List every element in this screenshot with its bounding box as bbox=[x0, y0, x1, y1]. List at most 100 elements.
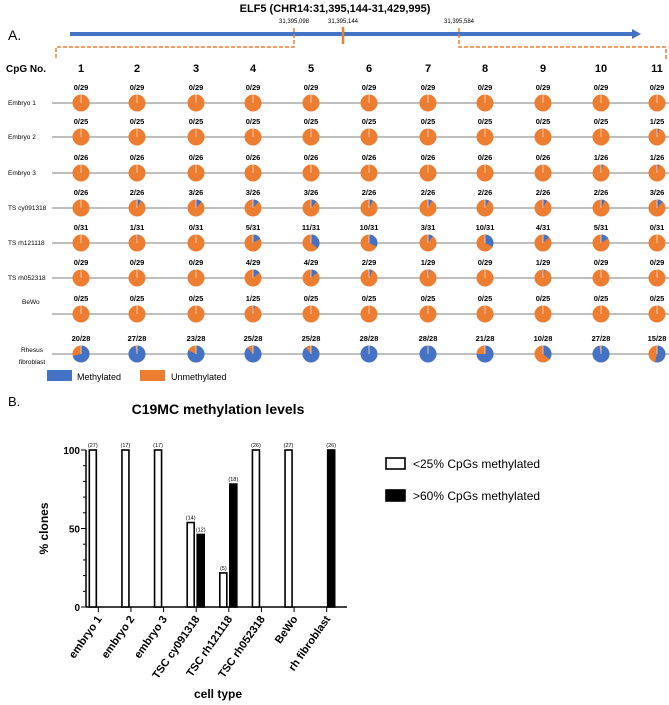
cpg-count: 2/26 bbox=[421, 188, 436, 197]
cpg-count: 10/31 bbox=[360, 223, 379, 232]
cpg-count: 0/26 bbox=[421, 153, 436, 162]
bar-low-methylation bbox=[88, 449, 98, 608]
methylation-row: TS rh121118 0/31 1/31 0/31 5/31 11/31 10/31 3/3… bbox=[8, 223, 669, 252]
pie-chart bbox=[360, 305, 378, 323]
pie-chart bbox=[187, 234, 205, 252]
pie-chart bbox=[648, 269, 666, 287]
pie-chart bbox=[592, 269, 610, 287]
pie-slice-methylated bbox=[253, 199, 259, 208]
cpg-count: 2/29 bbox=[362, 258, 377, 267]
pie-chart bbox=[592, 94, 610, 112]
pie-chart bbox=[187, 269, 205, 287]
pie-slice-methylated bbox=[543, 345, 552, 360]
cpg-count: 0/25 bbox=[650, 294, 665, 303]
cpg-count: 0/25 bbox=[478, 117, 493, 126]
pie-chart bbox=[534, 269, 552, 287]
cpg-count: 0/25 bbox=[304, 117, 319, 126]
chart-title: C19MC methylation levels bbox=[132, 401, 305, 417]
bar-high-methylation bbox=[196, 533, 205, 608]
pie-slice-methylated bbox=[601, 234, 609, 243]
pie-chart bbox=[534, 345, 552, 363]
y-tick-label: 50 bbox=[69, 525, 81, 536]
bar-count-label: (27) bbox=[284, 443, 294, 449]
pie-chart bbox=[72, 269, 90, 287]
cpg-count: 0/29 bbox=[478, 83, 493, 92]
cpg-number: 8 bbox=[482, 63, 488, 75]
cpg-count: 3/26 bbox=[650, 188, 665, 197]
row-label: TS rh052318 bbox=[8, 275, 46, 282]
bar-count-label: (17) bbox=[153, 443, 163, 449]
cpg-count: 0/29 bbox=[189, 258, 204, 267]
pie-slice-methylated bbox=[543, 199, 547, 208]
pie-slice-methylated bbox=[543, 269, 545, 278]
cpg-count: 27/28 bbox=[592, 334, 611, 343]
cpg-count: 0/25 bbox=[594, 117, 609, 126]
cpg-count: 3/26 bbox=[189, 188, 204, 197]
pie-chart bbox=[592, 234, 610, 252]
cpg-count: 1/31 bbox=[130, 223, 145, 232]
bar-high-methylation bbox=[326, 449, 336, 608]
pie-chart bbox=[534, 305, 552, 323]
cpg-count: 0/25 bbox=[478, 294, 493, 303]
pie-chart bbox=[128, 94, 146, 112]
cpg-count: 2/26 bbox=[536, 188, 551, 197]
row-label: Rhesus bbox=[21, 347, 44, 354]
bar-low-methylation bbox=[153, 449, 163, 608]
cpg-count: 5/31 bbox=[246, 223, 261, 232]
pie-chart bbox=[302, 94, 320, 112]
row-label: Embryo 2 bbox=[8, 134, 36, 141]
pie-chart bbox=[476, 345, 494, 363]
pie-chart bbox=[187, 94, 205, 112]
pie-chart bbox=[476, 164, 494, 182]
region-bracket-right bbox=[458, 28, 667, 60]
pie-chart bbox=[244, 305, 262, 323]
pie-chart bbox=[72, 234, 90, 252]
cpg-count: 3/26 bbox=[246, 188, 261, 197]
cpg-count: 0/29 bbox=[130, 83, 145, 92]
legend-unmethylated: Unmethylated bbox=[171, 372, 227, 382]
cpg-count: 0/26 bbox=[304, 153, 319, 162]
pie-chart bbox=[592, 164, 610, 182]
gene-title: ELF5 (CHR14:31,395,144-31,429,995) bbox=[240, 3, 431, 15]
pie-chart bbox=[244, 94, 262, 112]
pie-chart bbox=[419, 305, 437, 323]
bar-count-label: (17) bbox=[121, 443, 131, 449]
pie-chart bbox=[187, 305, 205, 323]
pie-slice-methylated bbox=[311, 234, 320, 249]
cpg-count: 0/25 bbox=[130, 117, 145, 126]
row-label: Embryo 1 bbox=[8, 100, 36, 107]
pie-chart bbox=[187, 128, 205, 146]
pie-chart bbox=[476, 305, 494, 323]
cpg-count: 11/31 bbox=[302, 223, 320, 232]
methylation-row: TS cy091318 0/26 2/26 3/26 3/26 3/26 2/26 2/26 2… bbox=[8, 188, 669, 217]
cpg-count: 3/26 bbox=[304, 188, 319, 197]
pie-slice-methylated bbox=[196, 199, 202, 208]
cpg-header: CpG No. bbox=[6, 64, 46, 75]
pie-chart bbox=[72, 164, 90, 182]
pie-chart bbox=[534, 164, 552, 182]
pie-chart bbox=[72, 305, 90, 323]
cpg-count: 4/31 bbox=[536, 223, 551, 232]
cpg-count: 2/26 bbox=[478, 188, 493, 197]
bar-count-label: (26) bbox=[326, 443, 336, 449]
cpg-count: 5/31 bbox=[594, 223, 609, 232]
pie-chart bbox=[128, 234, 146, 252]
region-bracket-left bbox=[55, 28, 295, 60]
cpg-count: 27/28 bbox=[128, 334, 147, 343]
cpg-count: 0/29 bbox=[362, 83, 377, 92]
pie-chart bbox=[360, 128, 378, 146]
methylation-row: Embryo 1 0/29 0/29 0/29 0/29 0/29 0/29 0/29 0/29… bbox=[8, 83, 669, 112]
cpg-count: 28/28 bbox=[419, 334, 438, 343]
x-tick-label: BeWo bbox=[273, 614, 301, 646]
x-axis-label: cell type bbox=[194, 687, 242, 701]
cpg-count: 0/26 bbox=[246, 153, 261, 162]
bar-low-methylation bbox=[121, 449, 130, 608]
cpg-count: 0/25 bbox=[130, 294, 145, 303]
cpg-count: 0/31 bbox=[189, 223, 204, 232]
pie-slice-methylated bbox=[253, 305, 256, 314]
methylation-row: Rhesus fibroblast 20/28 27/28 23/28 25/28 25/2… bbox=[19, 334, 669, 366]
cpg-count: 10/31 bbox=[476, 223, 495, 232]
pie-chart bbox=[128, 269, 146, 287]
pie-chart bbox=[419, 94, 437, 112]
cpg-count: 0/26 bbox=[74, 153, 89, 162]
